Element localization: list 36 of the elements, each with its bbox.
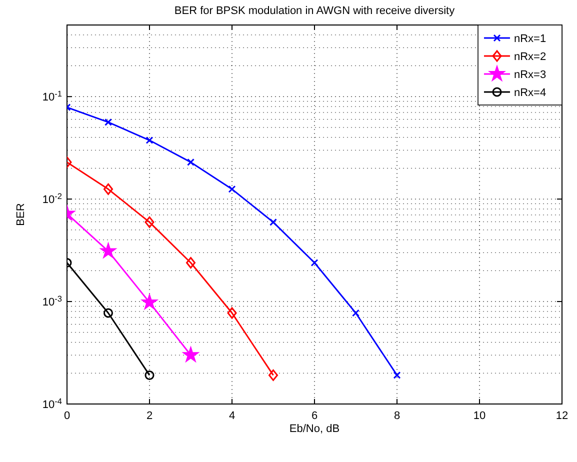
- x-axis-title: Eb/No, dB: [289, 423, 340, 435]
- point: [141, 294, 158, 310]
- x-tick-label: 10: [473, 410, 486, 422]
- x-tick-label: 2: [146, 410, 153, 422]
- point: [352, 309, 360, 317]
- y-tick-label: 10$^{-3}$: [42, 294, 62, 309]
- legend-label: nRx=4: [514, 87, 546, 99]
- point: [104, 183, 113, 195]
- x-tick-label: 0: [64, 410, 70, 422]
- y-tick-label: 10$^{-4}$: [42, 396, 62, 411]
- x-tick-label: 6: [311, 410, 318, 422]
- point: [144, 216, 154, 228]
- point: [310, 259, 318, 267]
- point: [146, 136, 154, 144]
- x-tick-label: 8: [394, 410, 400, 422]
- point: [104, 118, 112, 126]
- x-tick-label: 12: [556, 410, 568, 422]
- y-axis-title: BER: [15, 203, 27, 226]
- point: [104, 308, 113, 318]
- point: [393, 371, 401, 379]
- point: [182, 346, 199, 362]
- point: [227, 307, 237, 319]
- point: [228, 185, 236, 193]
- x-tick-label: 4: [228, 410, 236, 422]
- y-tick-label: 10$^{-1}$: [42, 89, 62, 104]
- legend-label: nRx=1: [514, 33, 546, 45]
- point: [187, 158, 194, 166]
- point: [270, 218, 277, 226]
- legend-label: nRx=2: [514, 51, 546, 63]
- point: [268, 369, 278, 381]
- legend-label: nRx=3: [514, 69, 546, 81]
- chart-title: BER for BPSK modulation in AWGN with receive diversity: [174, 5, 456, 17]
- y-tick-label: 10$^{-2}$: [42, 192, 62, 206]
- point: [100, 242, 116, 258]
- point: [186, 257, 196, 269]
- point: [144, 370, 154, 380]
